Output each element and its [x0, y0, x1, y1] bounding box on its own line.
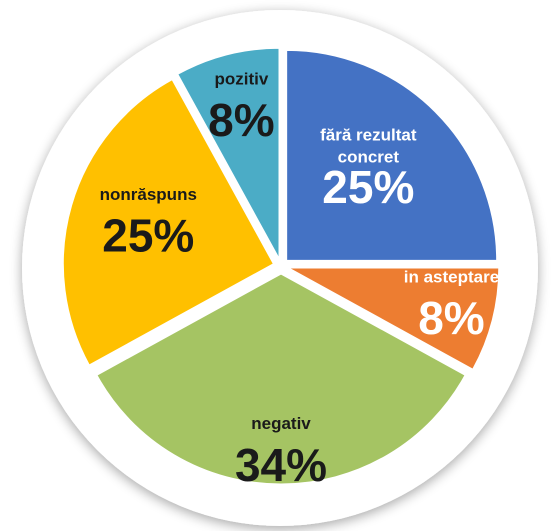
pie-slice: [62, 79, 274, 366]
slice-name: negativ: [251, 414, 311, 433]
slice-name: nonrăspuns: [100, 185, 197, 204]
slice-name: pozitiv: [214, 69, 268, 88]
slice-value-label: 34%: [235, 439, 327, 491]
slice-name: fără rezultat concret: [320, 126, 417, 167]
slice-value-label: 25%: [102, 210, 194, 262]
pie-slice: [96, 273, 466, 485]
slices: [62, 47, 500, 485]
slice-value-label: 8%: [418, 292, 484, 344]
slice-value-label: 25%: [322, 161, 414, 213]
pie-slice: [177, 47, 280, 259]
slice-value-label: 8%: [208, 94, 274, 146]
slice-name: in asteptare: [404, 267, 499, 286]
pie-slice: [288, 267, 500, 370]
pie-slice: [286, 49, 498, 261]
